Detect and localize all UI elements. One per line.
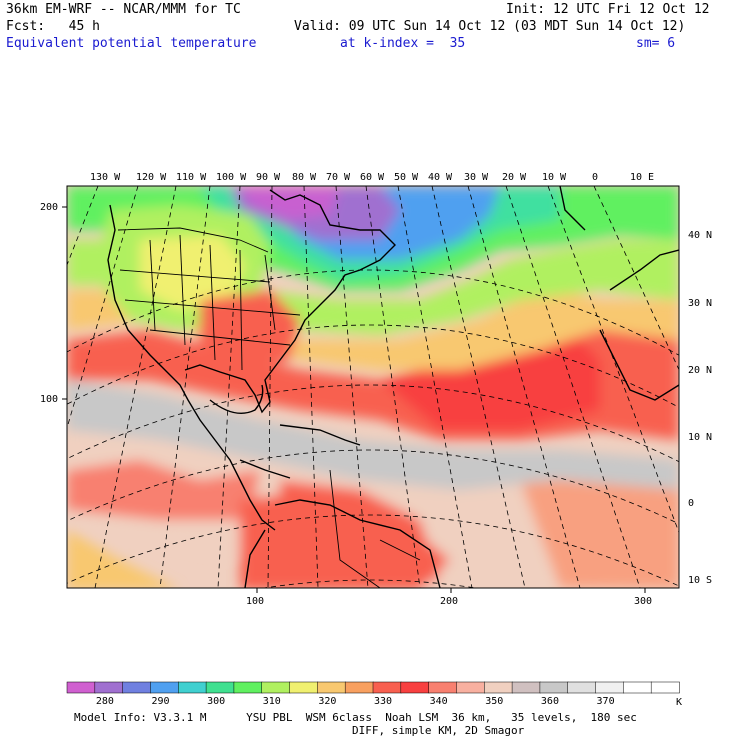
colorbar-label: 370: [597, 696, 615, 707]
grid-y-label: 100: [40, 394, 58, 405]
lat-label: 30 N: [688, 298, 712, 309]
colorbar-swatch: [456, 681, 486, 694]
field-name: Equivalent potential temperature: [6, 36, 257, 51]
colorbar-label: 310: [263, 696, 281, 707]
colorbar-swatch: [261, 681, 291, 694]
colorbar-swatch: [66, 681, 96, 694]
lat-label: 10 N: [688, 432, 712, 443]
political-borders: [117, 227, 421, 588]
lon-label: 10 E: [630, 172, 654, 183]
colorbar-swatch: [94, 681, 124, 694]
colorbar-swatch: [344, 681, 374, 694]
lon-label: 20 W: [502, 172, 527, 183]
lon-label: 80 W: [292, 172, 317, 183]
level-index: at k-index = 35: [340, 36, 466, 51]
grid-y-label: 200: [40, 202, 58, 213]
colorbar-swatch: [233, 681, 263, 694]
lat-label: 40 N: [688, 230, 712, 241]
colorbar-swatch: [205, 681, 235, 694]
graticule: [67, 186, 679, 588]
model-options: DIFF, simple KM, 2D Smagor: [352, 724, 525, 737]
lon-label: 130 W: [90, 172, 121, 183]
lon-label: 70 W: [326, 172, 351, 183]
colorbar-label: 280: [96, 696, 114, 707]
colorbar-swatch: [122, 681, 152, 694]
colorbar-unit: K: [676, 697, 682, 708]
colorbar-swatch: [372, 681, 402, 694]
theta-e-field: [67, 186, 679, 588]
map-frame: [66, 185, 680, 589]
grid-x-label: 300: [634, 596, 652, 607]
colorbar-swatch: [317, 681, 346, 694]
colorbar-swatch: [178, 681, 207, 694]
lat-label: 10 S: [688, 575, 712, 586]
lon-label: 100 W: [216, 172, 247, 183]
forecast-hour: Fcst: 45 h: [6, 19, 100, 34]
colorbar-label: 340: [430, 696, 448, 707]
colorbar-label: 360: [541, 696, 559, 707]
grid-x-label: 100: [246, 596, 264, 607]
colorbar-swatch: [567, 681, 597, 694]
lon-label: 90 W: [256, 172, 281, 183]
lat-label: 20 N: [688, 365, 712, 376]
grid-ticks: [62, 206, 646, 593]
colorbar-swatch: [289, 681, 319, 694]
lat-label: 0: [688, 498, 694, 509]
colorbar-label: 290: [151, 696, 169, 707]
colorbar-label: 300: [207, 696, 225, 707]
colorbar-swatch: [484, 681, 513, 694]
model-title: 36km EM-WRF -- NCAR/MMM for TC: [6, 2, 241, 17]
lon-label: 50 W: [394, 172, 419, 183]
colorbar-swatch: [400, 681, 430, 694]
colorbar-label: 330: [374, 696, 392, 707]
colorbar-swatch: [623, 681, 652, 694]
colorbar-label: 350: [485, 696, 503, 707]
colorbar-labels: 280 290 300 310 320 330 340 350 360 370: [96, 696, 615, 707]
coastlines: [107, 186, 679, 588]
longitude-labels: 130 W 120 W 110 W 100 W 90 W 80 W 70 W 6…: [90, 172, 654, 183]
smoothing: sm= 6: [636, 36, 676, 51]
colorbar-swatch: [650, 681, 680, 694]
colorbar-swatch: [511, 681, 541, 694]
lon-label: 40 W: [428, 172, 453, 183]
latitude-labels: 40 N 30 N 20 N 10 N 0 10 S: [688, 230, 712, 586]
lon-label: 30 W: [464, 172, 489, 183]
lon-label: 10 W: [542, 172, 567, 183]
colorbar: [66, 681, 680, 694]
colorbar-swatch: [428, 681, 458, 694]
lon-label: 120 W: [136, 172, 167, 183]
grid-index-labels: 200 100 100 200 300: [40, 202, 652, 607]
model-info: Model Info: V3.3.1 M YSU PBL WSM 6class …: [74, 711, 637, 724]
lon-label: 0: [592, 172, 598, 183]
init-time: Init: 12 UTC Fri 12 Oct 12: [506, 2, 710, 17]
lon-label: 60 W: [360, 172, 385, 183]
colorbar-swatch: [595, 681, 625, 694]
grid-x-label: 200: [440, 596, 458, 607]
lon-label: 110 W: [176, 172, 207, 183]
colorbar-label: 320: [318, 696, 336, 707]
valid-time: Valid: 09 UTC Sun 14 Oct 12 (03 MDT Sun …: [294, 19, 686, 34]
colorbar-swatch: [539, 681, 569, 694]
colorbar-swatch: [150, 681, 180, 694]
